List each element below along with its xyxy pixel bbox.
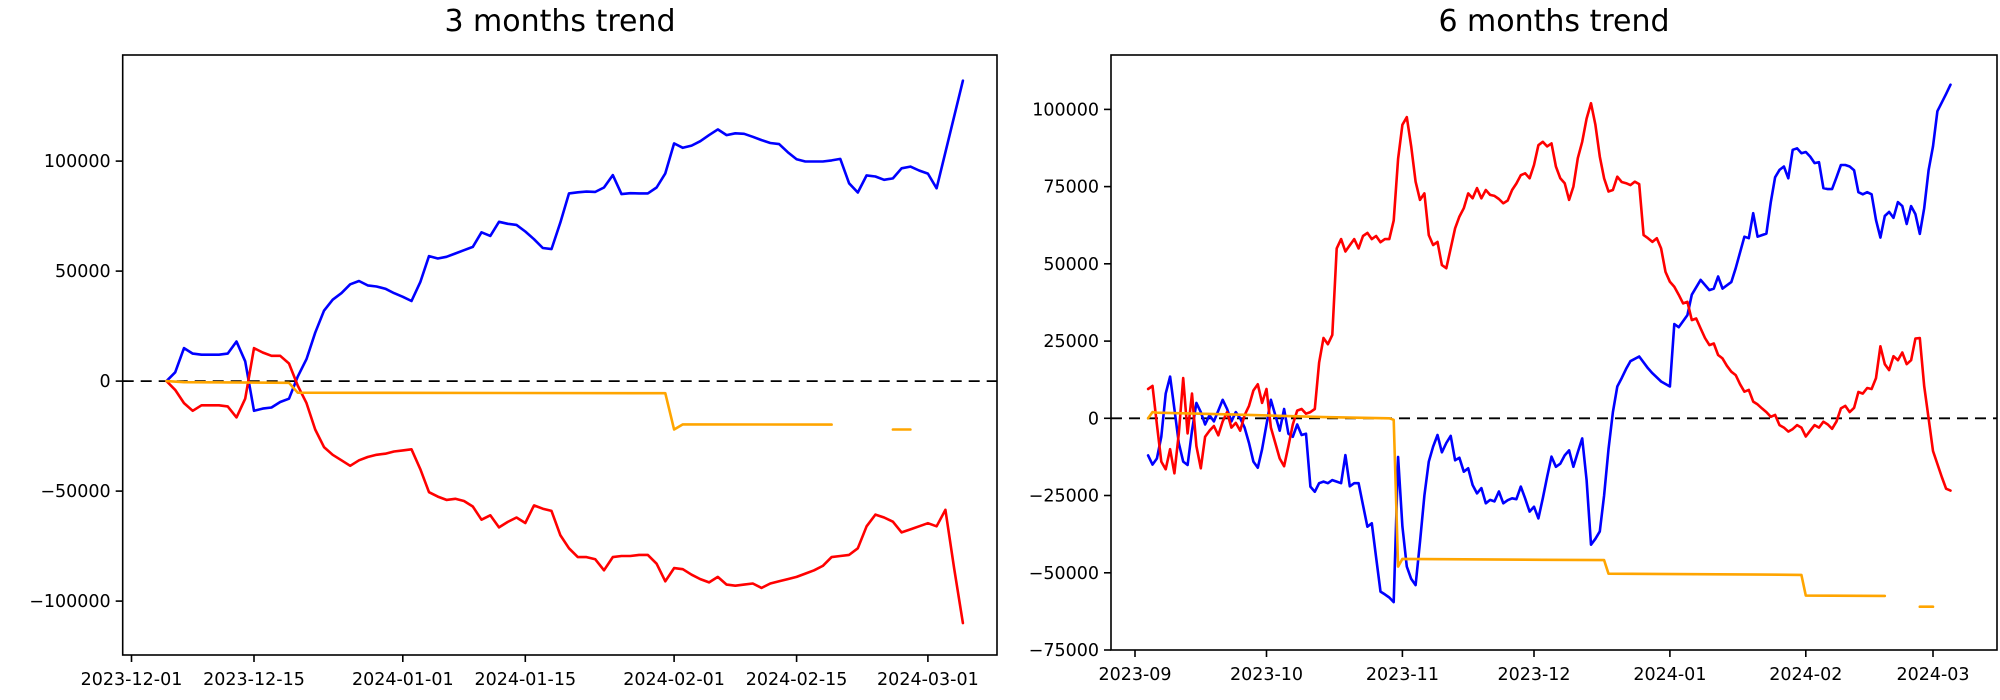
plot-frame-6m: [1110, 54, 1998, 651]
y-tick-label-6m: 50000: [1043, 255, 1099, 275]
y-tick-label-3m: −100000: [29, 592, 110, 612]
x-tick-label-3m: 2023-12-15: [203, 670, 305, 690]
x-tick-label-3m: 2024-01-01: [352, 670, 454, 690]
y-tick-label-6m: −25000: [1029, 487, 1099, 507]
x-tick-label-6m: 2023-10: [1230, 665, 1303, 685]
series-orange-fees-6m: [1146, 410, 1887, 598]
y-tick-label-3m: 0: [100, 372, 111, 392]
chart-6m: 2023-09 2023-10 2023-11 2023-12 2024-01 2024-…: [1029, 54, 1998, 685]
x-tick-label-3m: 2023-12-01: [81, 670, 183, 690]
series-blue-pnl-3m: [165, 79, 965, 413]
y-tick-label-3m: 50000: [55, 262, 111, 282]
y-tick-label-6m: 100000: [1032, 100, 1099, 120]
y-tick-label-6m: −50000: [1029, 564, 1099, 584]
chart-title-3m: 3 months trend: [444, 4, 676, 39]
x-tick-label-6m: 2023-12: [1497, 665, 1570, 685]
y-tick-label-3m: −50000: [40, 482, 110, 502]
chart-3m: 2023-12-01 2023-12-15 2024-01-01 2024-01-15…: [29, 54, 998, 690]
x-tick-label-6m: 2023-09: [1098, 665, 1171, 685]
y-tick-label-6m: 25000: [1043, 332, 1099, 352]
x-tick-label-3m: 2024-02-01: [623, 670, 725, 690]
y-tick-label-6m: −75000: [1029, 641, 1099, 661]
series-red-pnl-3m: [165, 346, 965, 625]
x-tick-label-3m: 2024-02-15: [746, 670, 848, 690]
plot-frame-3m: [121, 54, 998, 656]
y-tick-label-3m: 100000: [44, 152, 111, 172]
y-tick-label-6m: 0: [1088, 409, 1099, 429]
x-tick-label-6m: 2024-03: [1896, 665, 1969, 685]
series-red-pnl-6m: [1146, 101, 1952, 492]
series-orange-fees-3m: [165, 379, 833, 431]
series-blue-pnl-6m: [1146, 83, 1952, 604]
x-tick-label-6m: 2023-11: [1366, 665, 1439, 685]
chart-title-6m: 6 months trend: [1438, 4, 1670, 39]
x-tick-label-6m: 2024-01: [1633, 665, 1706, 685]
x-tick-label-6m: 2024-02: [1769, 665, 1842, 685]
x-tick-label-3m: 2024-03-01: [877, 670, 979, 690]
y-tick-label-6m: 75000: [1043, 178, 1099, 198]
x-tick-label-3m: 2024-01-15: [474, 670, 576, 690]
